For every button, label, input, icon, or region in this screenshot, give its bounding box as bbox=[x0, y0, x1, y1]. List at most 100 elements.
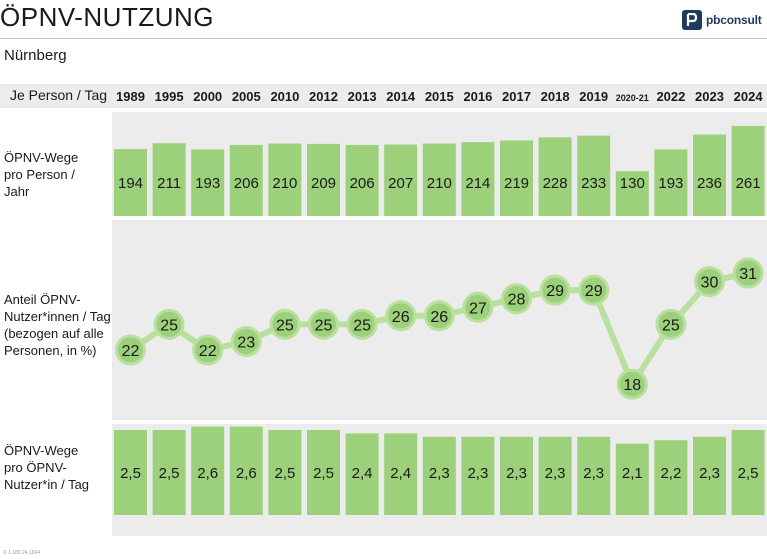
title-divider bbox=[0, 38, 767, 39]
bar-trips-per-user-2010 bbox=[268, 430, 302, 515]
bar-trips-per-person-2020-21 bbox=[615, 171, 649, 216]
bar-trips-per-user-2015 bbox=[422, 436, 456, 515]
value-trips-per-person-2013: 206 bbox=[350, 175, 375, 192]
value-user-share-1995: 25 bbox=[160, 317, 178, 334]
bar-trips-per-user-2019 bbox=[577, 436, 611, 515]
point-user-share-2013 bbox=[346, 308, 378, 340]
bar-trips-per-user-2018 bbox=[538, 436, 572, 515]
point-user-share-2012 bbox=[308, 308, 339, 340]
value-trips-per-user-2024: 2,5 bbox=[738, 465, 759, 482]
bar-trips-per-user-2016 bbox=[461, 436, 495, 515]
point-user-share-2016 bbox=[462, 291, 494, 323]
bar-trips-per-user-2013 bbox=[345, 433, 379, 515]
value-user-share-2024: 31 bbox=[739, 266, 757, 283]
bar-trips-per-person-2023 bbox=[693, 134, 726, 216]
point-user-share-2019 bbox=[578, 274, 610, 306]
point-user-share-1989 bbox=[115, 334, 146, 366]
value-trips-per-person-2018: 228 bbox=[543, 175, 568, 192]
bar-trips-per-person-2024 bbox=[731, 125, 765, 216]
value-trips-per-person-2024: 261 bbox=[736, 175, 761, 192]
footer-note: © 1.180.24.1604 bbox=[3, 550, 41, 556]
value-user-share-2013: 25 bbox=[353, 317, 371, 334]
bar-trips-per-user-1995 bbox=[152, 430, 186, 515]
value-trips-per-person-2010: 210 bbox=[272, 175, 297, 192]
value-trips-per-person-2014: 207 bbox=[388, 175, 413, 192]
year-label-2013: 2013 bbox=[348, 89, 377, 104]
bar-trips-per-user-2023 bbox=[693, 436, 726, 515]
value-trips-per-user-2015: 2,3 bbox=[429, 465, 450, 482]
year-label-1989: 1989 bbox=[116, 89, 145, 104]
value-trips-per-user-2014: 2,4 bbox=[390, 465, 411, 482]
bar-trips-per-user-2000 bbox=[191, 426, 225, 515]
point-user-share-2018 bbox=[539, 274, 571, 306]
bar-trips-per-user-1989 bbox=[114, 430, 147, 515]
bar-trips-per-user-2005 bbox=[229, 426, 263, 515]
value-user-share-2016: 27 bbox=[469, 300, 487, 317]
value-trips-per-person-2005: 206 bbox=[234, 175, 259, 192]
bar-trips-per-user-2022 bbox=[654, 440, 688, 515]
value-trips-per-person-2016: 214 bbox=[465, 175, 490, 192]
value-trips-per-user-1995: 2,5 bbox=[159, 465, 180, 482]
value-user-share-2014: 26 bbox=[392, 309, 410, 326]
year-label-2012: 2012 bbox=[309, 89, 338, 104]
year-label-2018: 2018 bbox=[541, 89, 570, 104]
point-user-share-2000 bbox=[192, 334, 224, 366]
year-label-2023: 2023 bbox=[695, 89, 724, 104]
value-trips-per-user-2016: 2,3 bbox=[467, 465, 488, 482]
point-user-share-2017 bbox=[501, 283, 532, 315]
page-subtitle: Nürnberg bbox=[4, 47, 67, 64]
value-user-share-2020-21: 18 bbox=[623, 377, 641, 394]
logo-icon bbox=[682, 10, 702, 30]
value-user-share-2023: 30 bbox=[701, 275, 719, 292]
bar-trips-per-person-2000 bbox=[191, 149, 225, 216]
value-trips-per-person-1995: 211 bbox=[157, 175, 181, 192]
value-trips-per-person-2019: 233 bbox=[581, 175, 606, 192]
value-trips-per-user-2010: 2,5 bbox=[274, 465, 295, 482]
value-trips-per-person-2015: 210 bbox=[427, 175, 452, 192]
point-user-share-1995 bbox=[153, 308, 185, 340]
bar-trips-per-user-2017 bbox=[500, 436, 533, 515]
bar-trips-per-user-2020-21 bbox=[615, 443, 649, 515]
value-user-share-1989: 22 bbox=[122, 343, 140, 360]
row-label-trips-per-person: ÖPNV-Wege pro Person / Jahr bbox=[4, 150, 79, 199]
point-user-share-2024 bbox=[732, 257, 764, 289]
value-trips-per-person-2000: 193 bbox=[195, 175, 220, 192]
bar-trips-per-user-2012 bbox=[307, 430, 340, 515]
value-user-share-2010: 25 bbox=[276, 317, 294, 334]
value-trips-per-user-2012: 2,5 bbox=[313, 465, 334, 482]
value-trips-per-user-2013: 2,4 bbox=[352, 465, 373, 482]
year-label-2017: 2017 bbox=[502, 89, 531, 104]
year-label-2005: 2005 bbox=[232, 89, 261, 104]
value-trips-per-person-2022: 193 bbox=[658, 175, 683, 192]
value-trips-per-user-2022: 2,2 bbox=[660, 465, 681, 482]
value-trips-per-person-2020-21: 130 bbox=[620, 175, 645, 192]
bar-trips-per-person-2016 bbox=[461, 142, 495, 216]
logo-text: pbconsult bbox=[706, 13, 762, 27]
bar-trips-per-person-2017 bbox=[500, 140, 533, 216]
bar-trips-per-user-2024 bbox=[731, 430, 765, 515]
point-user-share-2010 bbox=[269, 308, 301, 340]
bar-trips-per-person-2012 bbox=[307, 143, 340, 216]
logo: pbconsult bbox=[682, 9, 762, 31]
value-trips-per-user-2019: 2,3 bbox=[583, 465, 604, 482]
value-user-share-2022: 25 bbox=[662, 317, 680, 334]
year-label-2015: 2015 bbox=[425, 89, 454, 104]
value-trips-per-person-1989: 194 bbox=[118, 175, 143, 192]
point-user-share-2014 bbox=[385, 300, 417, 332]
value-user-share-2017: 28 bbox=[508, 292, 526, 309]
point-user-share-2022 bbox=[655, 308, 687, 340]
point-user-share-2020-21 bbox=[616, 368, 648, 400]
value-user-share-2018: 29 bbox=[546, 283, 564, 300]
year-label-2022: 2022 bbox=[656, 89, 685, 104]
value-trips-per-user-2023: 2,3 bbox=[699, 465, 720, 482]
value-trips-per-user-2005: 2,6 bbox=[236, 465, 257, 482]
page-title: ÖPNV-NUTZUNG bbox=[0, 2, 214, 32]
bar-trips-per-person-2019 bbox=[577, 135, 611, 216]
point-user-share-2015 bbox=[423, 300, 455, 332]
bar-trips-per-person-2015 bbox=[422, 143, 456, 216]
point-user-share-2023 bbox=[694, 266, 725, 298]
row-label-user-share: Anteil ÖPNV- Nutzer*innen / Tag (bezogen… bbox=[4, 292, 111, 358]
row-label-trips-per-user: ÖPNV-Wege pro ÖPNV- Nutzer*in / Tag bbox=[4, 443, 90, 492]
value-trips-per-user-2017: 2,3 bbox=[506, 465, 527, 482]
